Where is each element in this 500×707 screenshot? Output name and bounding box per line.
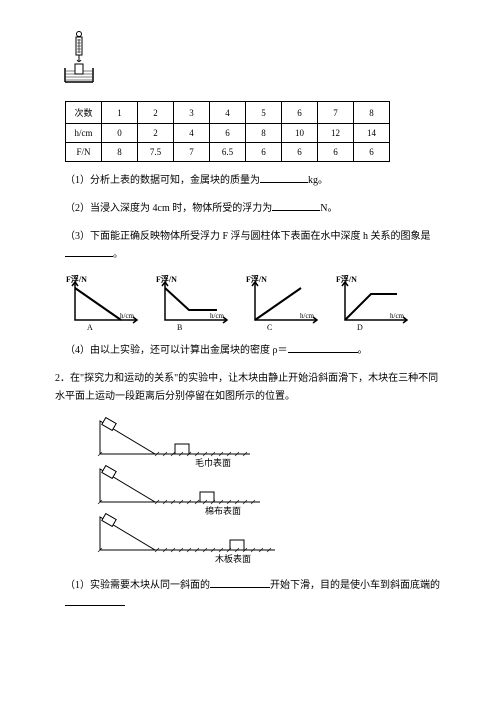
svg-text:棉布表面: 棉布表面 [205,505,241,516]
blank-3 [65,248,113,257]
data-table: 次数 1 2 3 4 5 6 7 8 h/cm 0 2 4 6 8 10 12 … [65,101,390,162]
blank-4 [288,344,358,353]
svg-text:F浮/N: F浮/N [336,274,357,284]
svg-text:毛巾表面: 毛巾表面 [195,457,231,468]
svg-text:F浮/N: F浮/N [246,274,267,284]
graph-c: F浮/N h/cm C [245,274,323,332]
question-1: （1）分析上表的数据可知，金属块的质量为kg。 [65,172,445,190]
question-2: （2）当浸入深度为 4cm 时，物体所受的浮力为N。 [65,200,445,218]
svg-text:B: B [177,323,182,332]
question-4: （4）由以上实验，还可以计算出金属块的密度 ρ＝。 [65,342,445,360]
graph-b: F浮/N h/cm B [155,274,233,332]
problem-2-sub1: （1）实验需要木块从同一斜面的开始下滑，目的是使小车到斜面底端的 [65,577,445,613]
svg-text:h/cm: h/cm [390,312,405,320]
ylabel-a: F浮/N [66,274,87,284]
incline-diagram: 毛巾表面 棉布表面 [95,416,445,569]
blank-2 [272,202,320,211]
graph-options: F浮/N h/cm A F浮/N h/cm B [65,274,445,332]
svg-text:F浮/N: F浮/N [156,274,177,284]
svg-text:木板表面: 木板表面 [215,553,251,564]
question-3: （3）下面能正确反映物体所受浮力 F 浮与圆柱体下表面在水中深度 h 关系的图象… [65,228,445,264]
row1-label: 次数 [66,102,102,124]
blank-5 [210,579,270,588]
svg-text:h/cm: h/cm [300,312,315,320]
row3-label: F/N [66,143,102,162]
blank-1 [260,174,308,183]
svg-text:h/cm: h/cm [120,312,135,320]
svg-text:C: C [267,323,272,332]
blank-6 [65,597,125,606]
svg-text:h/cm: h/cm [210,312,225,320]
problem-2-intro: 2．在"探究力和运动的关系"的实验中，让木块由静止开始沿斜面滑下，木块在三种不同… [55,370,445,406]
svg-text:A: A [87,323,93,332]
apparatus-diagram [55,30,445,93]
row2-label: h/cm [66,124,102,143]
svg-text:D: D [357,323,363,332]
graph-d: F浮/N h/cm D [335,274,413,332]
graph-a: F浮/N h/cm A [65,274,143,332]
